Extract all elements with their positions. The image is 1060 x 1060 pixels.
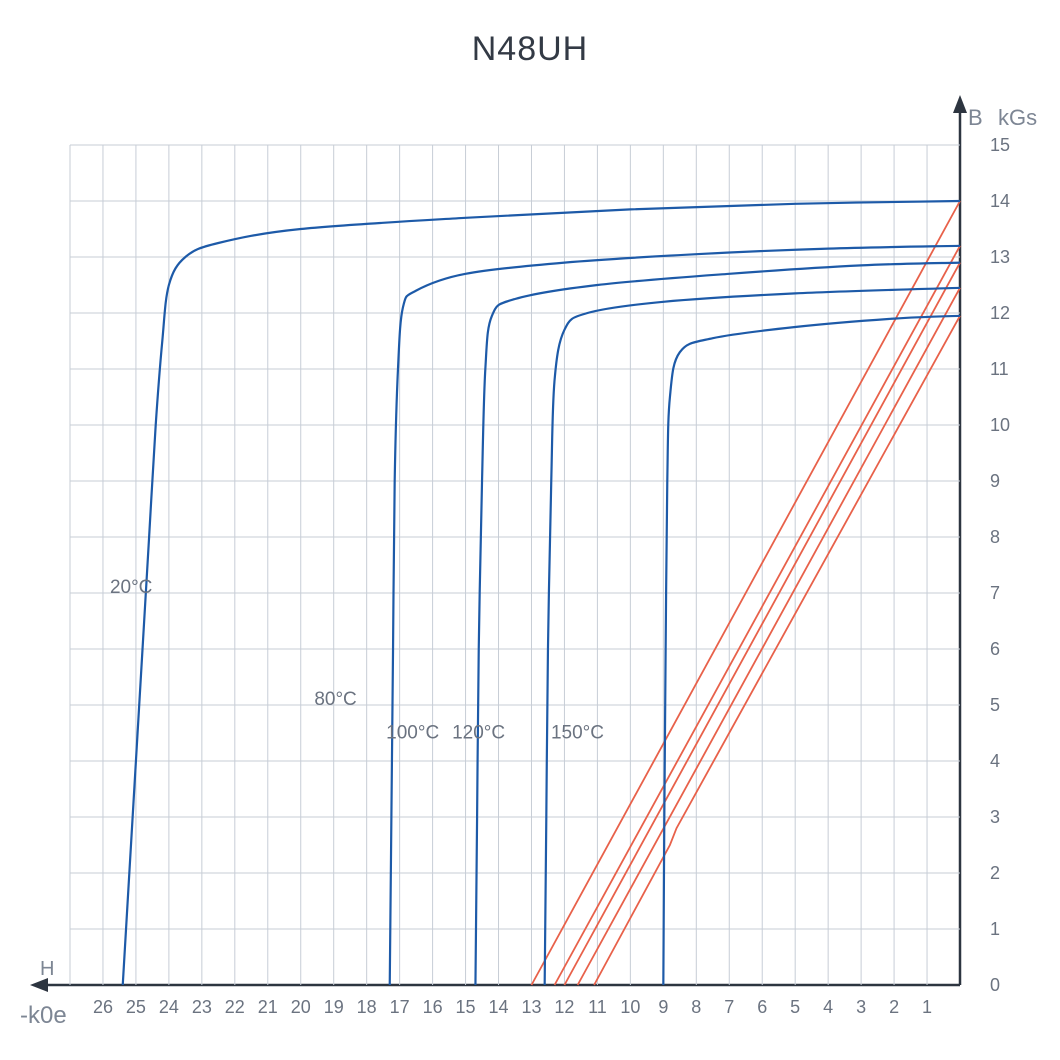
x-tick-label: 23: [192, 997, 212, 1017]
x-tick-label: 7: [724, 997, 734, 1017]
x-tick-label: 16: [423, 997, 443, 1017]
load-line: [594, 316, 960, 985]
curve-label: 150°C: [551, 723, 604, 744]
y-tick-label: 15: [990, 135, 1010, 155]
curve-label: 100°C: [386, 723, 439, 744]
load-line: [555, 246, 960, 985]
y-tick-label: 2: [990, 863, 1000, 883]
load-line: [578, 288, 960, 985]
x-tick-label: 1: [922, 997, 932, 1017]
y-tick-label: 14: [990, 191, 1010, 211]
x-axis-unit: -k0e: [20, 1002, 67, 1029]
x-tick-label: 11: [588, 997, 607, 1017]
y-tick-label: 7: [990, 583, 1000, 603]
demag-curve: [545, 288, 960, 985]
curve-label: 20°C: [110, 577, 152, 598]
y-axis-unit: kGs: [998, 105, 1037, 130]
x-tick-label: 2: [889, 997, 899, 1017]
x-tick-label: 13: [521, 997, 541, 1017]
x-tick-label: 14: [489, 997, 509, 1017]
x-tick-label: 3: [856, 997, 866, 1017]
x-tick-label: 18: [357, 997, 377, 1017]
x-tick-label: 20: [291, 997, 311, 1017]
y-tick-label: 11: [990, 359, 1009, 379]
demag-curve: [663, 316, 960, 985]
x-tick-label: 26: [93, 997, 113, 1017]
curve-label: 120°C: [452, 723, 505, 744]
x-tick-label: 21: [258, 997, 278, 1017]
y-tick-label: 10: [990, 415, 1010, 435]
curve-label: 80°C: [314, 689, 356, 710]
x-tick-label: 25: [126, 997, 146, 1017]
x-tick-label: 4: [823, 997, 833, 1017]
x-tick-label: 10: [620, 997, 640, 1017]
x-tick-label: 15: [456, 997, 476, 1017]
y-tick-label: 13: [990, 247, 1010, 267]
x-axis-label: H: [40, 958, 54, 980]
y-tick-label: 1: [990, 919, 1000, 939]
y-tick-label: 0: [990, 975, 1000, 995]
y-tick-label: 5: [990, 695, 1000, 715]
y-tick-label: 8: [990, 527, 1000, 547]
y-tick-label: 4: [990, 751, 1000, 771]
x-tick-label: 8: [691, 997, 701, 1017]
y-tick-label: 12: [990, 303, 1010, 323]
x-tick-label: 19: [324, 997, 344, 1017]
x-tick-label: 9: [658, 997, 668, 1017]
x-tick-label: 12: [554, 997, 574, 1017]
y-tick-label: 9: [990, 471, 1000, 491]
x-tick-label: 5: [790, 997, 800, 1017]
y-axis-label: B: [968, 105, 983, 130]
demagnetization-chart: 2625242322212019181716151413121110987654…: [0, 0, 1060, 1060]
x-tick-label: 6: [757, 997, 767, 1017]
x-tick-label: 22: [225, 997, 245, 1017]
y-tick-label: 3: [990, 807, 1000, 827]
x-tick-label: 17: [390, 997, 410, 1017]
x-tick-label: 24: [159, 997, 179, 1017]
y-tick-label: 6: [990, 639, 1000, 659]
